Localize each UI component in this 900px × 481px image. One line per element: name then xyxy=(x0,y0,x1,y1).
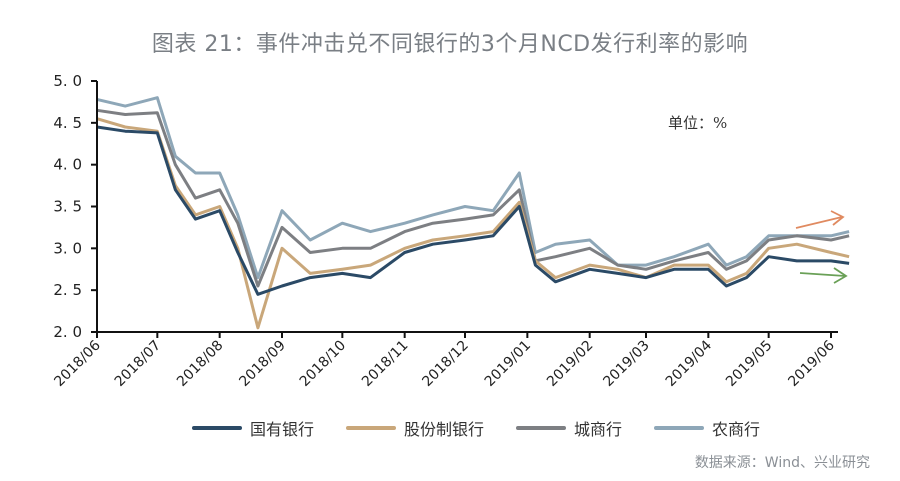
y-ticks: 2. 0 2. 5 3. 0 3. 5 4. 0 4. 5 5. 0 xyxy=(53,72,97,341)
chart-title: 图表 21：事件冲击兑不同银行的3个月NCD发行利率的影响 xyxy=(151,32,749,57)
series-line xyxy=(96,96,850,280)
up-arrow-annotation-icon xyxy=(795,210,845,229)
legend-item-joint-stock-banks: 股份制银行 xyxy=(346,416,484,440)
x-tick-label: 2018/06 xyxy=(51,337,104,390)
y-tick-label: 2. 0 xyxy=(53,323,82,341)
unit-label: 单位：% xyxy=(668,114,727,132)
x-tick-label: 2018/11 xyxy=(359,338,411,390)
legend-label: 农商行 xyxy=(712,420,761,439)
series-line xyxy=(96,117,850,330)
legend-label: 国有银行 xyxy=(250,420,315,439)
series-line xyxy=(96,125,850,296)
legend-swatch-icon xyxy=(346,426,397,430)
legend-swatch-icon xyxy=(516,426,567,430)
data-source: 数据来源：Wind、兴业研究 xyxy=(694,455,870,471)
x-tick-label: 2018/12 xyxy=(419,338,471,390)
x-tick-label: 2018/08 xyxy=(174,338,226,390)
series-layer xyxy=(96,96,850,330)
x-tick-label: 2018/09 xyxy=(236,338,288,390)
legend-item-rural-banks: 农商行 xyxy=(654,416,760,440)
chart-legend: 国有银行 股份制银行 城商行 农商行 xyxy=(192,416,760,440)
legend-label: 股份制银行 xyxy=(404,420,485,439)
x-tick-label: 2019/03 xyxy=(600,338,652,390)
y-tick-label: 4. 0 xyxy=(53,156,82,174)
legend-item-city-banks: 城商行 xyxy=(516,416,622,440)
legend-item-state-banks: 国有银行 xyxy=(192,416,314,440)
y-tick-label: 3. 5 xyxy=(53,198,82,216)
y-tick-label: 4. 5 xyxy=(53,114,82,132)
x-tick-label: 2018/10 xyxy=(297,338,349,390)
x-ticks: 2018/06 2018/07 2018/08 2018/09 2018/10 2018/… xyxy=(51,332,838,390)
x-tick-label: 2019/06 xyxy=(785,337,838,390)
legend-swatch-icon xyxy=(654,426,705,430)
x-tick-label: 2019/04 xyxy=(663,337,716,390)
y-tick-label: 3. 0 xyxy=(53,239,82,257)
legend-swatch-icon xyxy=(192,426,242,430)
x-tick-label: 2019/01 xyxy=(482,338,534,390)
y-tick-label: 2. 5 xyxy=(53,281,82,299)
x-tick-label: 2018/07 xyxy=(112,338,164,390)
x-tick-label: 2019/05 xyxy=(723,338,775,390)
series-line xyxy=(96,108,850,288)
x-tick-label: 2019/02 xyxy=(544,338,596,390)
right-arrow-annotation-icon xyxy=(799,267,848,284)
y-tick-label: 5. 0 xyxy=(53,72,82,90)
legend-label: 城商行 xyxy=(574,420,623,439)
